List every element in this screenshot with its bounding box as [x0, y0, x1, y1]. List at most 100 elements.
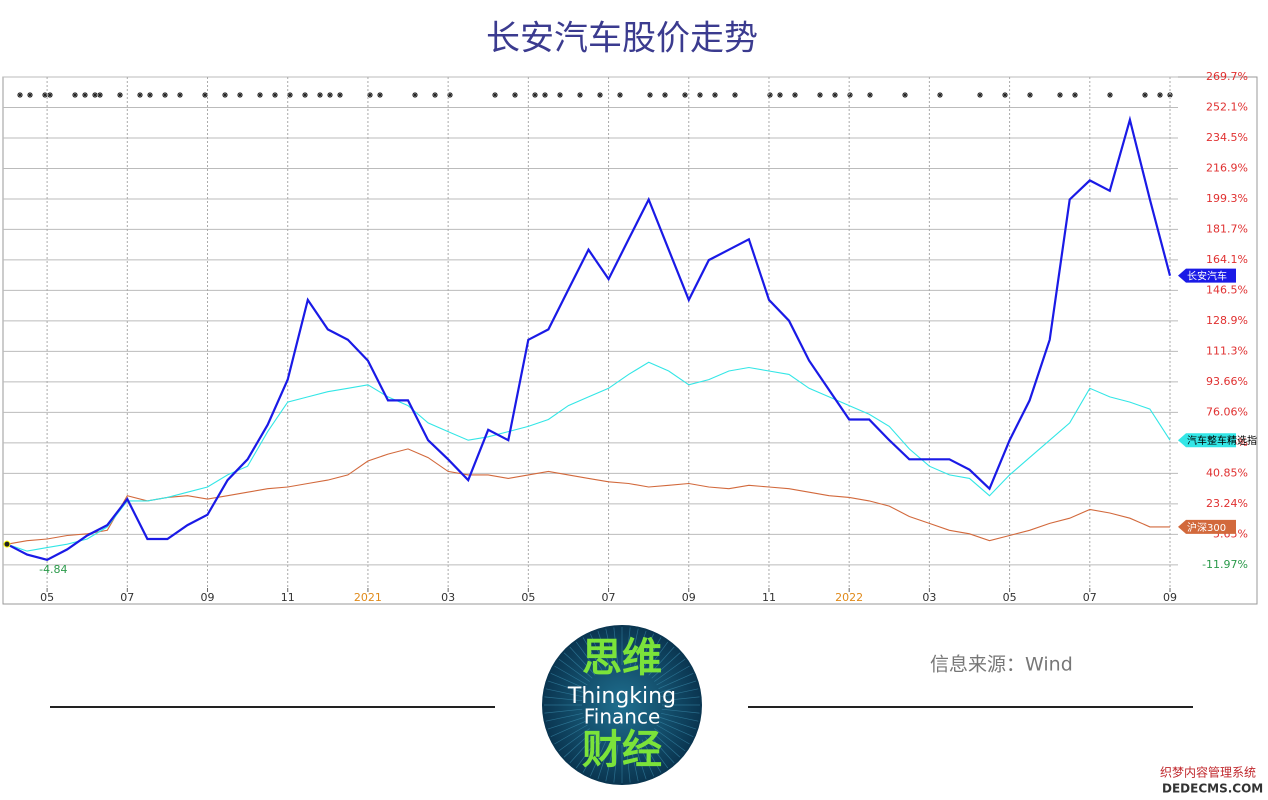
ray: [569, 646, 596, 676]
event-marker: [147, 92, 153, 98]
ray: [659, 717, 697, 730]
event-marker: [202, 92, 208, 98]
ray: [597, 630, 610, 668]
chart-title: 长安汽车股价走势: [486, 19, 758, 59]
event-marker: [447, 92, 453, 98]
event-marker: [327, 92, 333, 98]
x-tick-label: 07: [120, 591, 134, 604]
event-marker: [1107, 92, 1113, 98]
ray: [550, 672, 586, 690]
y-tick-label: 181.7%: [1206, 222, 1248, 235]
ray: [554, 665, 588, 686]
ray: [648, 646, 675, 676]
event-marker: [257, 92, 263, 98]
event-marker: [272, 92, 278, 98]
y-tick-label: 93.66%: [1206, 375, 1248, 388]
event-marker: [117, 92, 123, 98]
x-tick-label: 05: [521, 591, 535, 604]
event-marker: [1002, 92, 1008, 98]
x-tick-label: 07: [1083, 591, 1097, 604]
plot-frame: [2, 76, 1258, 605]
ray: [637, 633, 655, 669]
event-markers: [17, 92, 1173, 98]
event-marker: [177, 92, 183, 98]
y-tick-label: -11.97%: [1202, 558, 1248, 571]
ray: [656, 724, 690, 745]
event-marker: [1142, 92, 1148, 98]
logo-text: Thingking: [567, 684, 676, 709]
event-marker: [492, 92, 498, 98]
source: 信息来源：Wind: [930, 654, 1073, 676]
ray: [544, 708, 583, 714]
x-tick-label: 05: [1003, 591, 1017, 604]
event-marker: [767, 92, 773, 98]
event-marker: [617, 92, 623, 98]
ray: [625, 744, 631, 783]
ray: [575, 737, 599, 769]
y-tick-label: 40.85%: [1206, 466, 1248, 479]
ray: [625, 627, 631, 666]
ray: [645, 641, 669, 673]
ray: [629, 744, 639, 782]
logo: [542, 625, 702, 785]
event-marker: [42, 92, 48, 98]
x-tick-label: 09: [201, 591, 215, 604]
event-marker: [432, 92, 438, 98]
ray: [547, 680, 585, 693]
legend-label: 长安汽车: [1187, 270, 1227, 283]
event-marker: [82, 92, 88, 98]
ray: [545, 688, 583, 698]
event-marker: [1057, 92, 1063, 98]
event-marker: [237, 92, 243, 98]
ray: [658, 720, 694, 738]
event-marker: [97, 92, 103, 98]
ray: [659, 680, 697, 693]
event-marker: [287, 92, 293, 98]
event-marker: [367, 92, 373, 98]
ray: [558, 728, 590, 752]
event-marker: [647, 92, 653, 98]
ray: [582, 637, 603, 671]
event-marker: [597, 92, 603, 98]
event-marker: [27, 92, 33, 98]
y-tick-label: 252.1%: [1206, 100, 1248, 113]
ray: [658, 672, 694, 690]
event-marker: [732, 92, 738, 98]
y-tick-label: 111.3%: [1206, 344, 1248, 357]
x-tick-label: 09: [1163, 591, 1177, 604]
y-tick-label: 128.9%: [1206, 314, 1248, 327]
y-tick-label: 76.06%: [1206, 405, 1248, 418]
y-tick-label: 23.24%: [1206, 497, 1248, 510]
ray: [575, 641, 599, 673]
event-marker: [337, 92, 343, 98]
legend-tag: [1178, 268, 1236, 283]
ray: [589, 741, 607, 777]
event-marker: [512, 92, 518, 98]
event-marker: [137, 92, 143, 98]
ray: [582, 739, 603, 773]
event-marker: [817, 92, 823, 98]
ray: [654, 658, 686, 682]
x-tick-label: 2021: [354, 591, 382, 604]
event-marker: [412, 92, 418, 98]
event-marker: [902, 92, 908, 98]
ray: [641, 739, 662, 773]
ray: [547, 717, 585, 730]
event-marker: [92, 92, 98, 98]
logo-text: 财经: [582, 727, 662, 773]
event-marker: [317, 92, 323, 98]
event-marker: [557, 92, 563, 98]
ray: [563, 731, 593, 758]
event-marker: [777, 92, 783, 98]
event-marker: [977, 92, 983, 98]
ray: [629, 628, 639, 666]
event-marker: [662, 92, 668, 98]
logo-text: 思维: [582, 635, 662, 681]
event-marker: [377, 92, 383, 98]
legend-tag: [1178, 433, 1236, 448]
y-tick-label: 269.7%: [1206, 70, 1248, 83]
event-marker: [47, 92, 53, 98]
watermark: DEDECMS.COM: [1162, 782, 1263, 796]
ray: [661, 696, 700, 702]
